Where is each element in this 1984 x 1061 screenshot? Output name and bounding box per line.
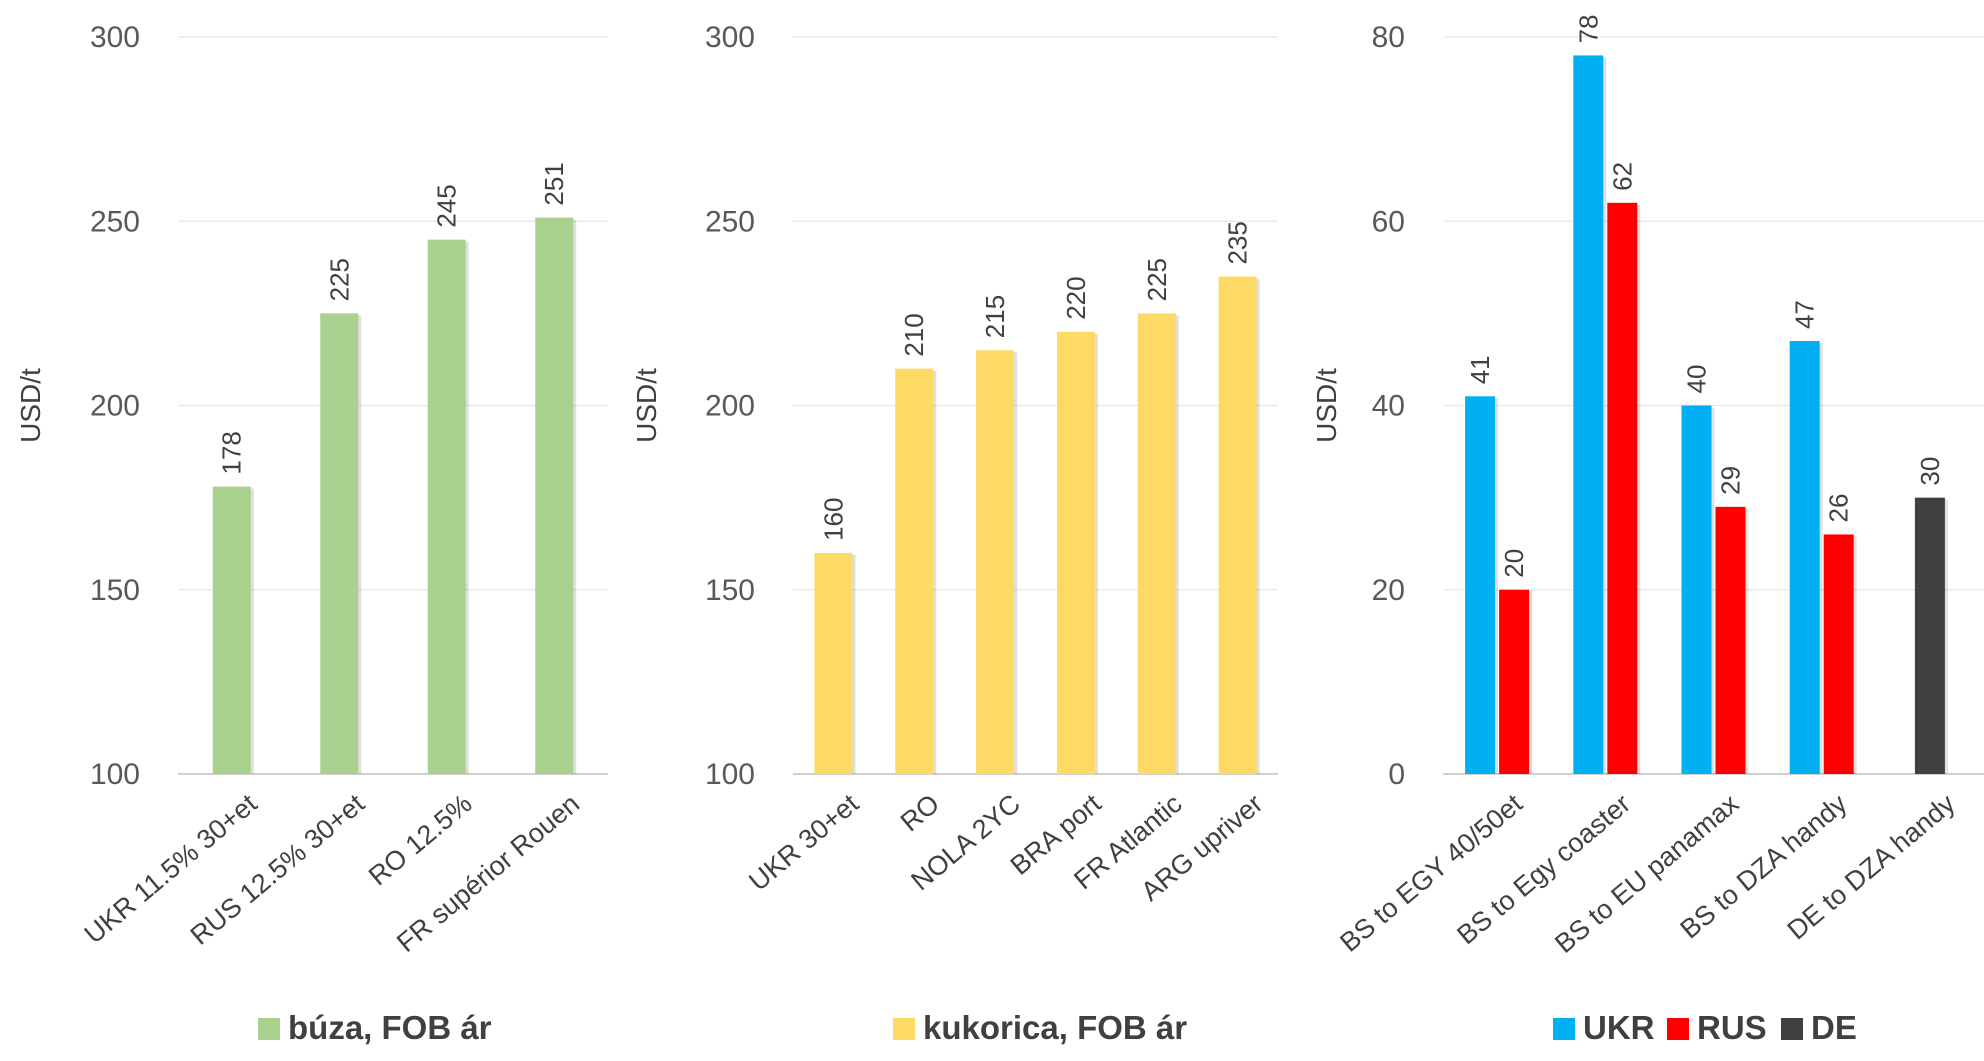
x-tick-label: RO [895,788,945,837]
y-tick-label: 200 [90,390,140,423]
legend-swatch [893,1018,915,1040]
bar [535,217,574,774]
legend-label: RUS [1697,1009,1767,1046]
y-tick-label: 200 [705,390,755,423]
bar [212,486,251,774]
y-axis-label: USD/t [15,368,46,443]
y-axis-label: USD/t [631,368,662,443]
y-tick-label: 20 [1372,574,1405,607]
data-label: 40 [1682,365,1712,394]
bar [895,368,934,774]
chart-panel-1: 100 150 200 250 300 USD/t 178 UKR 11.5% 30+et 22… [15,21,608,1046]
data-label: 41 [1465,355,1495,384]
y-tick-label: 100 [90,758,140,791]
legend-swatch [1781,1018,1803,1040]
bar [1823,534,1854,774]
y-axis-label: USD/t [1311,368,1342,443]
legend-label: UKR [1583,1009,1655,1046]
bar [1715,506,1746,774]
x-tick-label: FR supérior Rouen [391,788,585,958]
chart-panel-3: 0 20 40 60 80 USD/t 41 20 BS to EGY 40/50et 78 62 B… [1311,15,1984,1046]
bar [1499,589,1530,774]
y-tick-label: 150 [705,574,755,607]
data-label: 47 [1790,300,1820,329]
data-label: 225 [324,258,354,301]
y-tick-label: 40 [1372,390,1405,423]
data-label: 160 [818,498,848,541]
y-tick-label: 80 [1372,21,1405,54]
bar [320,313,359,774]
legend-label: kukorica, FOB ár [923,1009,1187,1046]
data-label: 29 [1716,466,1746,495]
data-label: 245 [432,184,462,227]
chart-panel-2: 100 150 200 250 300 USD/t 160 UKR 30+et 210 RO 215… [631,21,1278,1046]
x-tick-label: UKR 11.5% 30+et [79,788,263,949]
bar [1607,202,1638,774]
x-tick-label: RUS 12.5% 30+et [185,788,371,951]
bar [427,239,466,775]
data-label: 78 [1573,15,1603,44]
bar [814,552,853,774]
bar [1465,396,1496,774]
y-tick-label: 250 [90,205,140,238]
y-tick-label: 300 [705,21,755,54]
x-tick-label: BS to EU panamax [1549,788,1745,959]
data-label: 30 [1915,457,1945,486]
y-tick-label: 150 [90,574,140,607]
y-tick-label: 100 [705,758,755,791]
x-tick-label: UKR 30+et [743,788,864,897]
y-tick-label: 300 [90,21,140,54]
bar [1137,313,1176,774]
y-tick-label: 60 [1372,205,1405,238]
data-label: 251 [539,162,569,205]
bar [1914,497,1945,774]
legend-label: DE [1811,1009,1857,1046]
legend-swatch [1667,1018,1689,1040]
data-label: 26 [1824,494,1854,523]
legend-swatch [258,1018,280,1040]
y-tick-label: 250 [705,205,755,238]
bar [1218,276,1257,774]
bar [976,350,1015,774]
bar [1681,405,1712,774]
bar [1789,341,1820,774]
data-label: 215 [980,295,1010,338]
bar [1573,55,1604,775]
data-label: 220 [1061,276,1091,319]
legend-swatch [1553,1018,1575,1040]
y-tick-label: 0 [1388,758,1405,791]
bar [1056,331,1095,774]
data-label: 20 [1499,549,1529,578]
legend-label: búza, FOB ár [288,1009,492,1046]
data-label: 235 [1223,221,1253,264]
data-label: 210 [899,313,929,356]
x-tick-label: BS to EGY 40/50et [1334,788,1528,958]
data-label: 225 [1142,258,1172,301]
data-label: 178 [217,431,247,474]
data-label: 62 [1607,162,1637,191]
